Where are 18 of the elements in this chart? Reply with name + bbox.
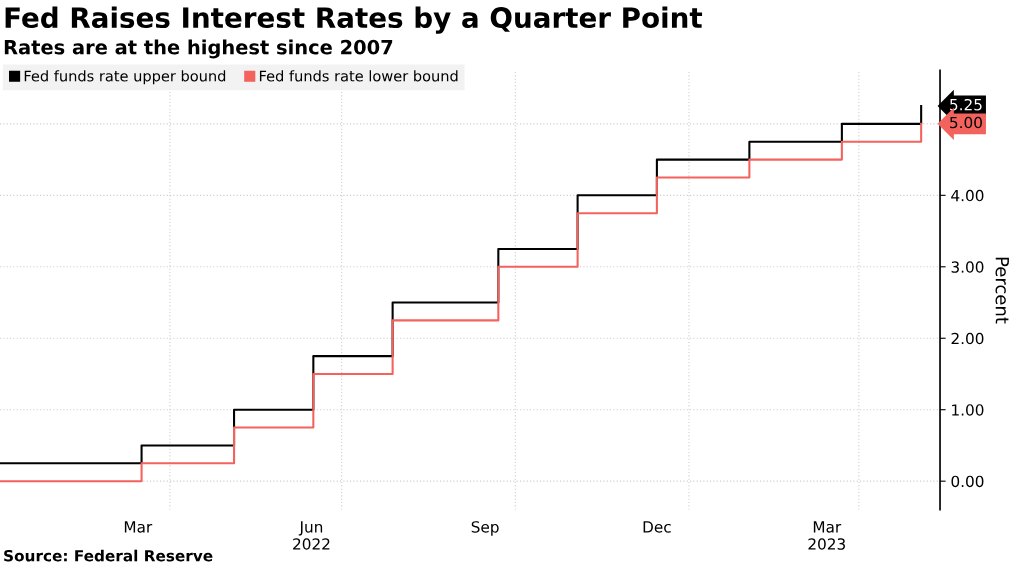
y-tick-label: 1.00 (952, 404, 984, 416)
y-tick-label: 4.00 (951, 189, 984, 202)
y-tick-label: 3.00 (951, 261, 984, 273)
y-tick-label: 0.00 (951, 475, 984, 488)
legend-label: Fed funds rate lower bound (259, 70, 458, 82)
chart-subtitle: Rates are at the highest since 2007 (4, 39, 393, 59)
x-tick-label: Mar (124, 521, 153, 533)
x-tick-label: Dec (643, 521, 671, 533)
x-tick-label: Mar 2023 (808, 521, 845, 550)
data-label: 5.00 (950, 116, 982, 129)
chart-title: Fed Raises Interest Rates by a Quarter Point (5, 6, 703, 34)
x-tick-label: Sep (471, 521, 499, 536)
legend-label: Fed funds rate upper bound (24, 70, 226, 85)
data-label: 5.25 (950, 98, 982, 111)
y-axis-title: Percent (995, 257, 1009, 324)
y-tick-label: 2.00 (951, 332, 984, 345)
source-note: Source: Federal Reserve (4, 549, 213, 562)
x-tick-label: Jun 2022 (293, 521, 330, 550)
